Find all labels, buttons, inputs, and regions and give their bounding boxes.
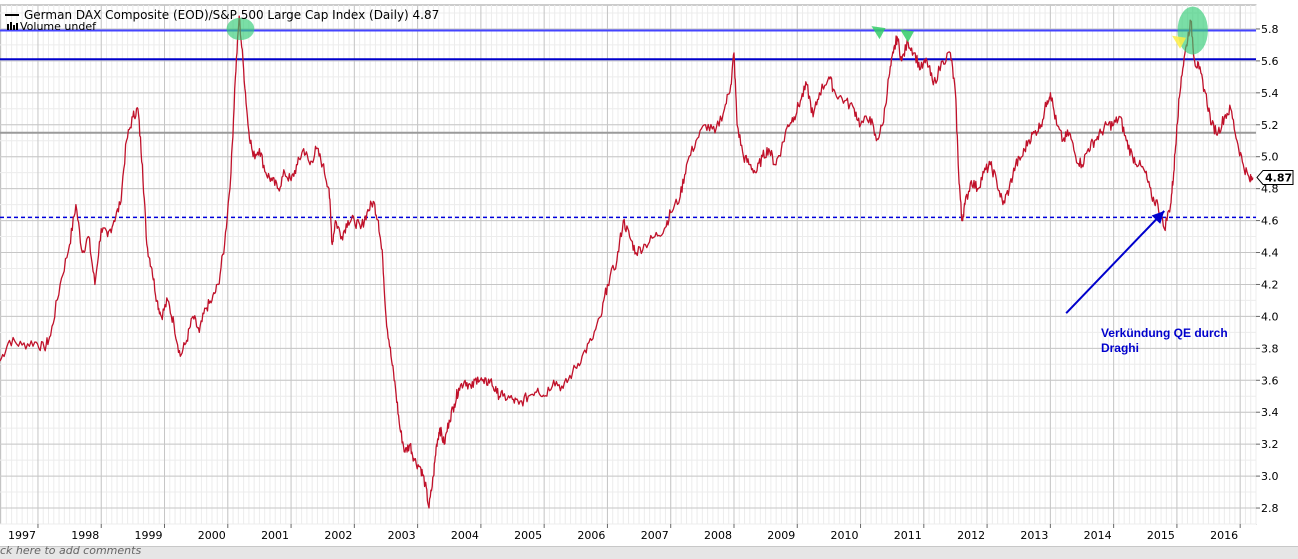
- x-tick-label: 2001: [261, 529, 289, 542]
- y-tick-label: 5.2: [1261, 119, 1279, 132]
- last-value-marker: 4.87: [1256, 169, 1294, 185]
- x-tick-label: 2016: [1210, 529, 1238, 542]
- x-tick-label: 2008: [704, 529, 732, 542]
- annotation-text: Verkündung QE durch: [1101, 326, 1228, 340]
- x-tick-label: 2013: [1020, 529, 1048, 542]
- y-tick-label: 4.8: [1261, 183, 1279, 196]
- highlight-ellipse: [1177, 6, 1208, 55]
- x-tick-label: 2005: [514, 529, 542, 542]
- annotation-arrow-head: [1151, 211, 1165, 224]
- highlight-marker: [899, 29, 914, 43]
- y-tick-label: 3.2: [1261, 438, 1279, 451]
- y-ticks-group: 2.8 3.0 3.2 3.4 3.6 3.8 4.0 4.2 4.4 4.6 4.8 5.0 5.2 5…: [1256, 23, 1279, 515]
- highlights-group: [226, 6, 1208, 55]
- y-tick-label: 4.0: [1261, 310, 1279, 323]
- x-tick-label: 2002: [324, 529, 352, 542]
- grid-group: [0, 4, 1257, 525]
- x-tick-label: 2004: [451, 529, 479, 542]
- chart-subtitle: Volume undef: [20, 20, 97, 33]
- chart-title: German DAX Composite (EOD)/S&P 500 Large…: [24, 8, 439, 22]
- x-tick-label: 2014: [1084, 529, 1112, 542]
- x-tick-label: 2009: [767, 529, 795, 542]
- y-tick-label: 5.8: [1261, 23, 1279, 36]
- last-value-label: 4.87: [1265, 171, 1292, 184]
- x-tick-label: 2000: [198, 529, 226, 542]
- annotation-text: Draghi: [1101, 341, 1139, 355]
- last-value-box: [1256, 169, 1294, 185]
- y-tick-label: 2.8: [1261, 502, 1279, 515]
- y-tick-label: 5.4: [1261, 87, 1279, 100]
- annotation-arrow-shaft: [1065, 210, 1165, 314]
- y-tick-label: 5.0: [1261, 151, 1279, 164]
- highlight-marker: [1172, 35, 1187, 49]
- add-comments-link[interactable]: ck here to add comments: [0, 544, 142, 557]
- y-tick-label: 3.6: [1261, 374, 1279, 387]
- x-ticks-group: 1997 1998 1999 2000 2001 2002 2003 2004 2005 2006…: [8, 524, 1241, 542]
- volume-icon: [7, 22, 18, 30]
- x-tick-label: 2012: [957, 529, 985, 542]
- y-tick-label: 3.0: [1261, 470, 1279, 483]
- y-tick-label: 5.6: [1261, 55, 1279, 68]
- y-tick-label: 3.8: [1261, 342, 1279, 355]
- y-tick-label: 4.6: [1261, 215, 1279, 228]
- hlines-group: [0, 29, 1256, 219]
- highlight-marker: [871, 26, 886, 40]
- x-tick-label: 2015: [1147, 529, 1175, 542]
- y-tick-label: 4.4: [1261, 247, 1279, 260]
- y-tick-label: 4.2: [1261, 278, 1279, 291]
- x-tick-label: 1999: [135, 529, 163, 542]
- price-ratio-line: [0, 15, 1254, 509]
- x-tick-label: 1997: [8, 529, 36, 542]
- x-tick-label: 2011: [894, 529, 922, 542]
- legend: German DAX Composite (EOD)/S&P 500 Large…: [5, 8, 439, 33]
- plot-area: [0, 4, 1257, 525]
- x-tick-label: 2006: [577, 529, 605, 542]
- x-tick-label: 2003: [388, 529, 416, 542]
- x-tick-label: 2007: [641, 529, 669, 542]
- highlight-ellipse: [226, 17, 255, 41]
- comments-bar[interactable]: ck here to add comments: [0, 544, 1298, 559]
- price-series-group: [0, 15, 1254, 509]
- x-tick-label: 1998: [71, 529, 99, 542]
- x-tick-label: 2010: [831, 529, 859, 542]
- y-tick-label: 3.4: [1261, 406, 1279, 419]
